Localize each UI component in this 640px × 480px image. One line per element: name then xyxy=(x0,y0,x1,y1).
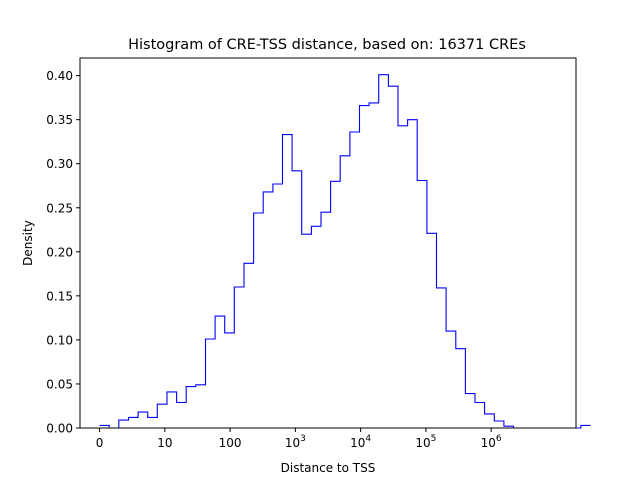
plot-frame xyxy=(79,57,577,429)
y-tick-label: 0.20 xyxy=(46,245,73,259)
histogram-step-line xyxy=(99,74,591,429)
y-tick-label: 0.25 xyxy=(46,201,73,215)
y-axis-label: Density xyxy=(21,220,35,266)
x-axis-label: Distance to TSS xyxy=(281,461,376,475)
y-tick-label: 0.15 xyxy=(46,289,73,303)
x-tick-label: 106 xyxy=(481,434,502,450)
x-tick-label: 100 xyxy=(219,436,242,450)
chart-title: Histogram of CRE-TSS distance, based on:… xyxy=(128,37,526,53)
y-axis-ticks: 0.00 0.05 0.10 0.15 0.20 0.25 0.30 0.35 0.40 xyxy=(46,69,80,436)
y-tick-label: 0.40 xyxy=(46,69,73,83)
x-tick-label: 103 xyxy=(285,434,306,450)
y-tick-label: 0.05 xyxy=(46,377,73,391)
x-tick-label: 104 xyxy=(350,434,371,450)
y-tick-label: 0.30 xyxy=(46,157,73,171)
x-tick-label: 105 xyxy=(415,434,436,450)
x-tick-label: 0 xyxy=(96,436,104,450)
x-tick-label: 10 xyxy=(157,436,172,450)
y-tick-label: 0.35 xyxy=(46,113,73,127)
x-axis-ticks: 0 10 100 103 104 105 106 xyxy=(96,428,502,450)
y-tick-label: 0.10 xyxy=(46,333,73,347)
y-tick-label: 0.00 xyxy=(46,422,73,436)
